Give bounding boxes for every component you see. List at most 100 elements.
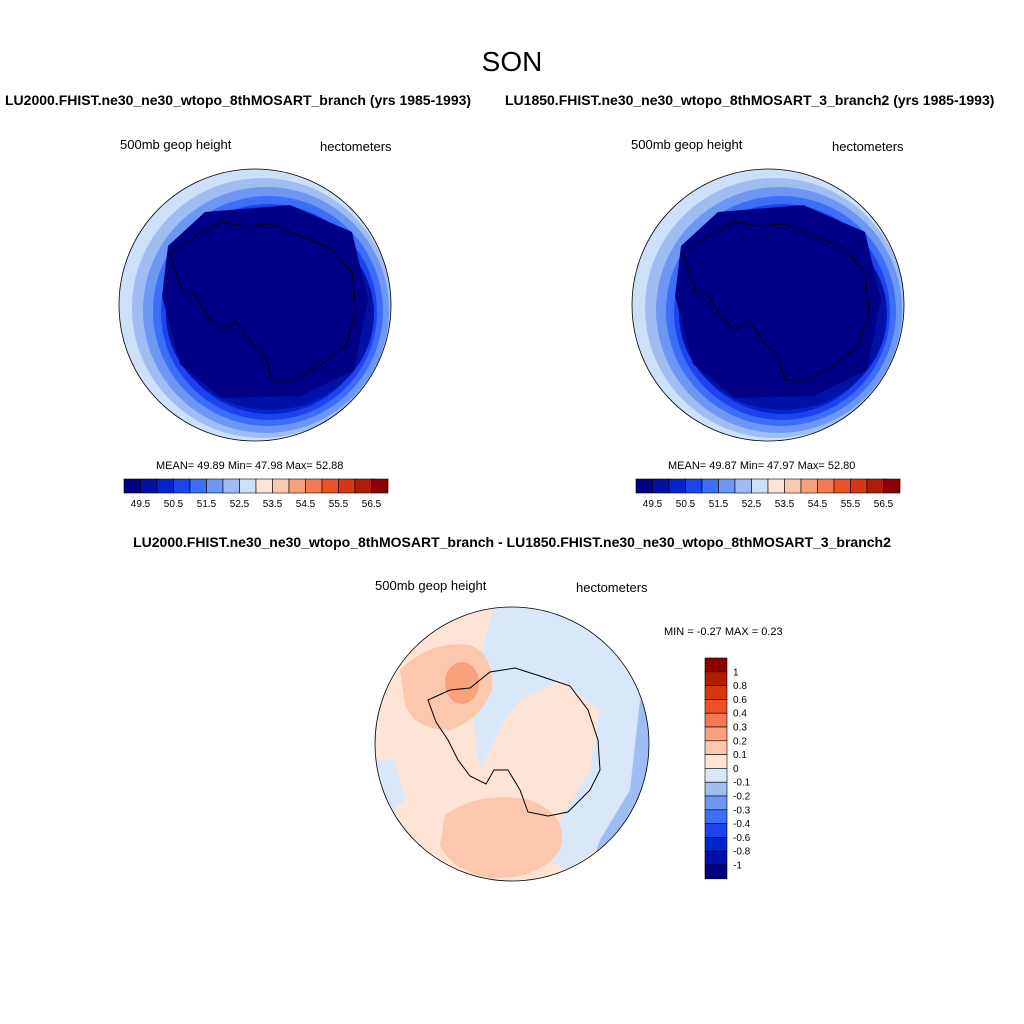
- colorbar-swatch: [817, 478, 835, 494]
- panel-right-stats: MEAN= 49.87 Min= 47.97 Max= 52.80: [668, 460, 856, 472]
- colorbar-swatch: [800, 478, 818, 494]
- colorbar-swatch: [156, 478, 174, 494]
- colorbar-tick-label: -0.4: [733, 819, 751, 830]
- colorbar-swatch: [272, 478, 290, 494]
- colorbar-tick-label: 0.8: [733, 681, 747, 692]
- colorbar-tick-label: 53.5: [775, 499, 795, 510]
- colorbar-tick-label: 56.5: [362, 499, 382, 510]
- panel-left-units: hectometers: [320, 139, 392, 154]
- colorbar-tick-label: 55.5: [841, 499, 861, 510]
- colorbar-tick-label: 54.5: [296, 499, 316, 510]
- antarctica-coastline-difference: [427, 667, 601, 817]
- colorbar-tick-label: 49.5: [131, 499, 151, 510]
- colorbar-swatch: [704, 837, 728, 852]
- colorbar-swatch: [704, 699, 728, 714]
- colorbar-tick-label: 0: [733, 764, 739, 775]
- colorbar-swatch: [288, 478, 306, 494]
- panel-left-stats: MEAN= 49.89 Min= 47.98 Max= 52.88: [156, 460, 344, 472]
- colorbar-swatch: [866, 478, 884, 494]
- difference-variable: 500mb geop height: [375, 578, 487, 593]
- colorbar-tick-label: 1: [733, 667, 739, 678]
- map-right-border: [631, 168, 905, 442]
- colorbar-tick-label: 56.5: [874, 499, 894, 510]
- antarctica-coastline-right: [682, 221, 870, 381]
- colorbar-difference: 1 0.8 0.6 0.4 0.3 0.2 0.1 0 -0.1 -0.2 -0.3 -0.4 -0.6…: [704, 657, 751, 880]
- panel-left-variable: 500mb geop height: [120, 137, 232, 152]
- colorbar-tick-label: -1: [733, 861, 742, 872]
- colorbar-tick-label: 0.3: [733, 723, 747, 734]
- colorbar-swatch: [140, 478, 158, 494]
- colorbar-tick-label: 50.5: [676, 499, 696, 510]
- colorbar-swatch: [704, 809, 728, 824]
- colorbar-tick-label: 51.5: [197, 499, 217, 510]
- colorbar-tick-label: 50.5: [164, 499, 184, 510]
- colorbar-swatch: [338, 478, 356, 494]
- colorbar-swatch: [222, 478, 240, 494]
- colorbar-swatch: [652, 478, 670, 494]
- colorbar-tick-label: -0.8: [733, 847, 751, 858]
- map-left: [119, 169, 391, 441]
- colorbar-tick-label: 52.5: [230, 499, 250, 510]
- map-right: [632, 169, 904, 441]
- colorbar-tick-label: -0.6: [733, 833, 751, 844]
- colorbar-swatch: [239, 478, 257, 494]
- colorbar-swatch: [305, 478, 323, 494]
- colorbar-swatch: [704, 685, 728, 700]
- colorbar-swatch: [635, 478, 653, 494]
- colorbar-swatch: [321, 478, 339, 494]
- colorbar-tick-label: 0.1: [733, 750, 747, 761]
- colorbar-swatch: [704, 657, 728, 673]
- panel-right-units: hectometers: [832, 139, 904, 154]
- colorbar-swatch: [704, 864, 728, 880]
- colorbar-tick-label: 55.5: [329, 499, 349, 510]
- colorbar-tick-label: 53.5: [263, 499, 283, 510]
- map-left-border: [118, 168, 392, 442]
- colorbar-swatch: [704, 712, 728, 728]
- colorbar-swatch: [704, 671, 728, 686]
- colorbar-right: 49.5 50.5 51.5 52.5 53.5 54.5 55.5 56.5: [635, 478, 901, 510]
- colorbar-swatch: [704, 740, 728, 755]
- colorbar-swatch: [701, 478, 719, 494]
- colorbar-swatch: [189, 478, 207, 494]
- colorbar-tick-label: 49.5: [643, 499, 663, 510]
- colorbar-tick-label: 0.6: [733, 695, 747, 706]
- panel-left-title: LU2000.FHIST.ne30_ne30_wtopo_8thMOSART_b…: [5, 92, 472, 108]
- colorbar-swatch: [255, 478, 273, 494]
- difference-title: LU2000.FHIST.ne30_ne30_wtopo_8thMOSART_b…: [133, 534, 891, 550]
- colorbar-tick-label: 0.2: [733, 736, 747, 747]
- colorbar-swatch: [354, 478, 372, 494]
- colorbar-swatch: [704, 850, 728, 866]
- colorbar-swatch: [685, 478, 703, 494]
- colorbar-swatch: [704, 726, 728, 742]
- colorbar-swatch: [751, 478, 769, 494]
- colorbar-swatch: [833, 478, 851, 494]
- colorbar-swatch: [704, 768, 728, 783]
- antarctica-coastline-left: [169, 221, 357, 381]
- colorbar-swatch: [704, 795, 728, 811]
- figure-title: SON: [481, 46, 543, 77]
- colorbar-swatch: [883, 478, 901, 494]
- colorbar-swatch: [668, 478, 686, 494]
- colorbar-tick-label: 51.5: [709, 499, 729, 510]
- difference-stats: MIN = -0.27 MAX = 0.23: [664, 626, 783, 638]
- colorbar-swatch: [850, 478, 868, 494]
- map-difference: [375, 607, 649, 881]
- difference-units: hectometers: [576, 580, 648, 595]
- colorbar-swatch: [718, 478, 736, 494]
- map-difference-border: [374, 606, 650, 882]
- colorbar-swatch: [173, 478, 191, 494]
- colorbar-swatch: [704, 754, 728, 769]
- colorbar-swatch: [704, 781, 728, 797]
- colorbar-left: 49.5 50.5 51.5 52.5 53.5 54.5 55.5 56.5: [123, 478, 389, 510]
- colorbar-swatch: [123, 478, 141, 494]
- colorbar-tick-label: 0.4: [733, 709, 747, 720]
- colorbar-tick-label: -0.2: [733, 792, 751, 803]
- colorbar-swatch: [767, 478, 785, 494]
- colorbar-tick-label: -0.1: [733, 778, 751, 789]
- colorbar-swatch: [734, 478, 752, 494]
- panel-right-title: LU1850.FHIST.ne30_ne30_wtopo_8thMOSART_3…: [505, 92, 995, 108]
- colorbar-tick-label: 52.5: [742, 499, 762, 510]
- colorbar-tick-label: 54.5: [808, 499, 828, 510]
- colorbar-swatch: [704, 823, 728, 838]
- colorbar-swatch: [371, 478, 389, 494]
